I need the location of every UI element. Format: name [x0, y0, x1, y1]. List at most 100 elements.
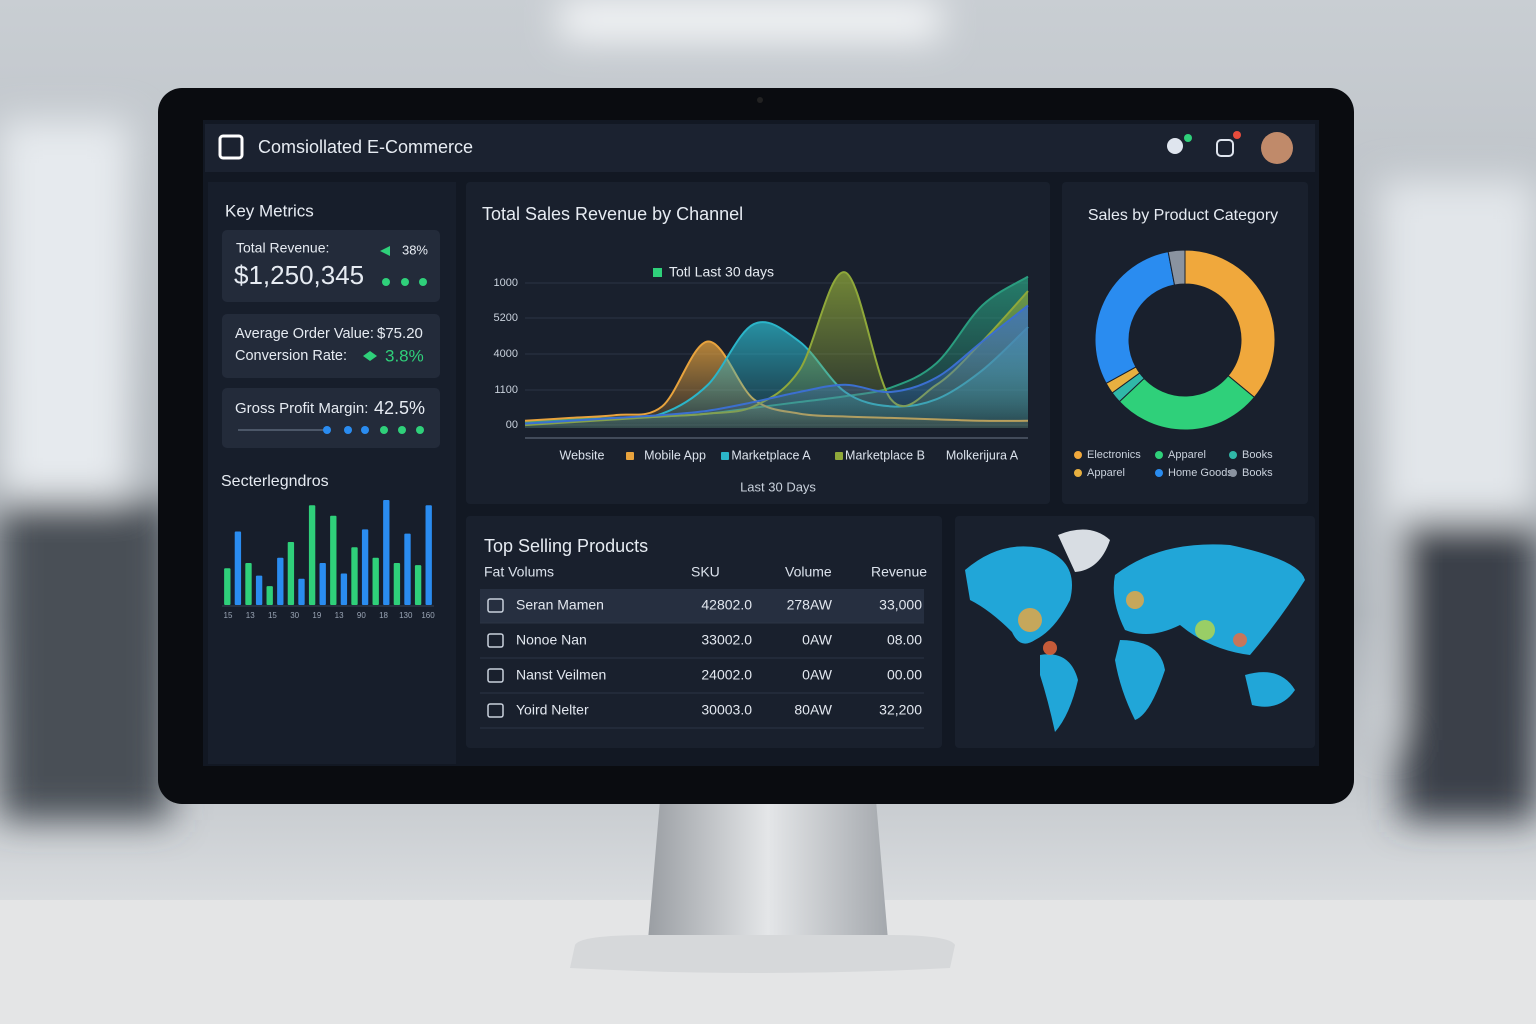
- series-line: [524, 304, 1029, 425]
- row-icon: [487, 703, 504, 718]
- table-cell: 0AW: [802, 632, 833, 648]
- legend-swatch: [721, 452, 729, 460]
- y-tick-label: 00: [506, 419, 518, 431]
- diamond: [363, 351, 377, 361]
- legend-label: Marketplace B: [845, 448, 925, 462]
- bar: [224, 568, 231, 605]
- x-tick-label: 90: [357, 611, 366, 620]
- row-icon: [487, 668, 504, 683]
- y-tick-label: 5200: [494, 312, 518, 324]
- x-tick-label: 19: [312, 611, 321, 620]
- category-panel: [1062, 182, 1308, 504]
- x-tick-label: 30: [290, 611, 299, 620]
- legend-label: Home Goods: [1168, 467, 1233, 479]
- x-tick-label: 130: [399, 611, 413, 620]
- table-cell: 08.00: [887, 632, 922, 648]
- note-swatch: [653, 268, 662, 277]
- metric-change: 38%: [402, 242, 428, 257]
- table-cell: Seran Mamen: [516, 597, 604, 613]
- legend-label: Apparel: [1087, 467, 1125, 479]
- legend-label: Marketplace A: [731, 448, 811, 462]
- bar: [245, 563, 252, 605]
- bar: [234, 531, 242, 605]
- bar: [287, 542, 295, 605]
- status-dot: [1184, 134, 1192, 142]
- table-cell: 33002.0: [701, 632, 752, 648]
- camera: [757, 97, 763, 103]
- column-header: Revenue: [871, 564, 927, 580]
- table-cell: 00.00: [887, 667, 922, 683]
- donut-segment: [1184, 249, 1276, 399]
- y-tick-label: 4000: [494, 348, 518, 360]
- column-header: Volume: [785, 564, 832, 580]
- metric-value: $1,250,345: [234, 260, 364, 290]
- x-tick-label: 15: [268, 611, 277, 620]
- bar: [393, 563, 401, 605]
- metric-label: Total Revenue:: [236, 240, 329, 256]
- aov-card: [222, 314, 440, 378]
- table-cell: 33,000: [879, 597, 922, 613]
- column-header: Fat Volums: [484, 564, 554, 580]
- series-area: [525, 305, 1028, 428]
- bar: [266, 586, 273, 605]
- badge: [1233, 131, 1241, 139]
- chart-note: Totl Last 30 days: [669, 264, 774, 280]
- legend-label: Apparel: [1168, 449, 1206, 461]
- logo: [218, 134, 244, 160]
- table-cell: 278AW: [787, 597, 833, 613]
- users-icon[interactable]: [1167, 138, 1183, 154]
- bar: [319, 563, 326, 605]
- bar: [277, 557, 284, 605]
- table-title: Top Selling Products: [484, 536, 648, 556]
- world-map: [965, 529, 1305, 732]
- metric-label: Conversion Rate:: [235, 348, 347, 364]
- metrics-title: Key Metrics: [225, 201, 314, 220]
- bar: [340, 573, 348, 605]
- row-icon: [487, 598, 504, 613]
- office-blur: [0, 0, 1536, 820]
- legend-label: Books: [1242, 449, 1273, 461]
- x-tick-label: 13: [335, 611, 344, 620]
- bar: [298, 578, 305, 605]
- metric-label: Average Order Value:: [235, 326, 374, 342]
- table-cell: Nanst Veilmen: [516, 667, 606, 683]
- donut-segment: [1094, 251, 1176, 385]
- y-tick-label: 1100: [494, 384, 518, 396]
- chart-title: Sales by Product Category: [1088, 207, 1278, 224]
- avatar[interactable]: [1261, 132, 1293, 164]
- column-header: SKU: [691, 564, 720, 580]
- x-tick-label: 160: [421, 611, 435, 620]
- metric-value: 42.5%: [374, 398, 425, 418]
- bar-panel-title: Secterlegndros: [221, 473, 329, 490]
- monitor-base: [570, 935, 955, 973]
- metric-label: Gross Profit Margin:: [235, 400, 368, 417]
- metric-value: 3.8%: [385, 346, 424, 365]
- row-icon: [487, 633, 504, 648]
- bar: [330, 515, 337, 605]
- bar: [425, 505, 432, 605]
- table-cell: Yoird Nelter: [516, 702, 589, 718]
- bar: [414, 565, 422, 605]
- bar: [351, 547, 358, 605]
- legend-label: Website: [560, 448, 605, 462]
- table-cell: 0AW: [802, 667, 833, 683]
- series-area: [525, 322, 1028, 428]
- legend-dot: [1074, 469, 1082, 477]
- table-cell: 30003.0: [701, 702, 752, 718]
- x-tick-label: 15: [224, 611, 233, 620]
- x-tick-label: 13: [246, 611, 255, 620]
- legend-label: Electronics: [1087, 449, 1141, 461]
- app-title: Comsiollated E-Commerce: [258, 137, 473, 157]
- legend-dot: [1155, 469, 1163, 477]
- legend-swatch: [626, 452, 634, 460]
- table-cell: 42802.0: [701, 597, 752, 613]
- table-row: [480, 589, 924, 623]
- table-cell: 32,200: [879, 702, 922, 718]
- x-axis-label: Last 30 Days: [740, 479, 816, 494]
- bar: [372, 557, 379, 605]
- legend-dot: [1155, 451, 1163, 459]
- notifications-icon[interactable]: [1216, 139, 1234, 157]
- products-panel: [466, 516, 942, 748]
